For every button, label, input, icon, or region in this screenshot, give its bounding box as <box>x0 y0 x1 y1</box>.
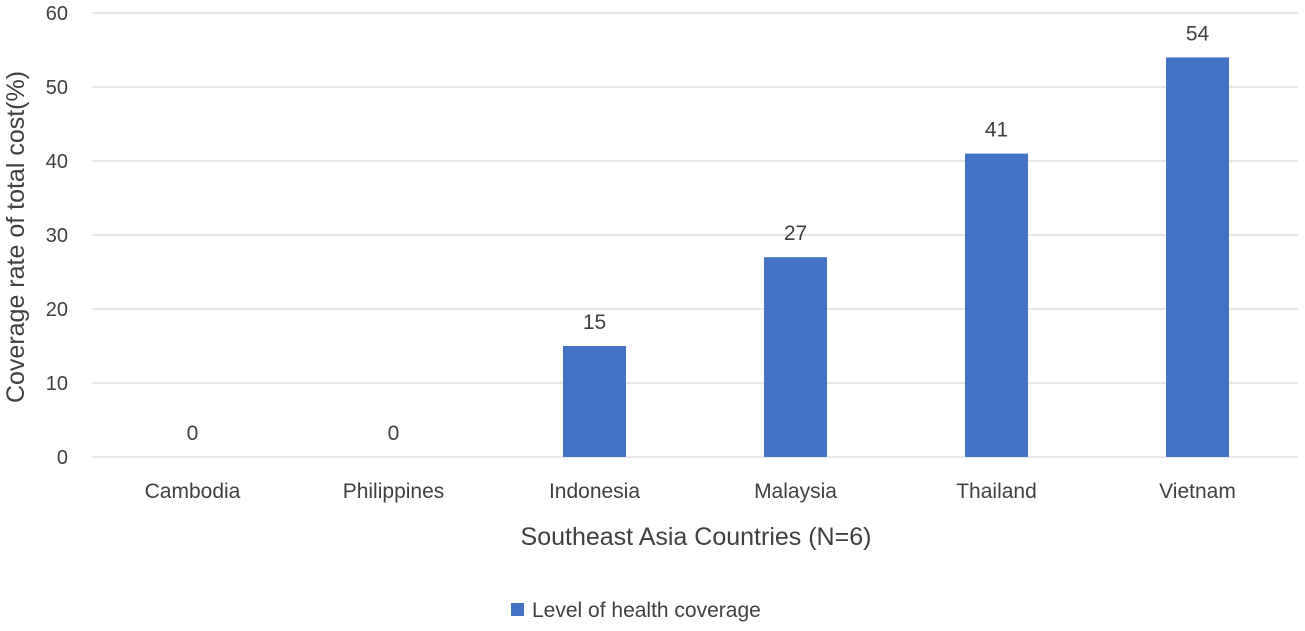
x-axis-categories: Cambodia Philippines Indonesia Malaysia Thai… <box>145 480 1236 503</box>
data-label-cambodia: 0 <box>187 422 199 445</box>
bar-thailand <box>965 153 1028 457</box>
y-tick-label: 10 <box>46 373 68 395</box>
bar-malaysia <box>764 257 827 457</box>
bar-indonesia <box>563 346 626 457</box>
bars <box>563 57 1229 458</box>
data-label-philippines: 0 <box>388 422 400 445</box>
y-tick-label: 0 <box>57 447 68 469</box>
x-tick-label-malaysia: Malaysia <box>754 480 837 503</box>
bar-vietnam <box>1166 57 1229 458</box>
y-tick-label: 30 <box>46 225 68 247</box>
x-tick-label-vietnam: Vietnam <box>1159 480 1236 503</box>
x-tick-label-indonesia: Indonesia <box>549 480 640 503</box>
data-label-vietnam: 54 <box>1186 22 1210 45</box>
y-axis-title: Coverage rate of total cost(%) <box>2 71 30 403</box>
legend: Level of health coverage <box>511 599 761 622</box>
data-label-indonesia: 15 <box>583 311 606 334</box>
y-tick-label: 20 <box>46 299 68 321</box>
y-axis-ticks: 0 10 20 30 40 50 60 <box>46 3 68 469</box>
x-tick-label-thailand: Thailand <box>956 480 1037 503</box>
gridlines <box>92 12 1298 458</box>
data-label-malaysia: 27 <box>784 222 807 245</box>
x-tick-label-philippines: Philippines <box>343 480 445 503</box>
y-tick-label: 40 <box>46 151 68 173</box>
legend-label: Level of health coverage <box>532 599 761 622</box>
y-tick-label: 50 <box>46 77 68 99</box>
x-tick-label-cambodia: Cambodia <box>145 480 241 503</box>
data-label-thailand: 41 <box>985 119 1008 142</box>
legend-swatch <box>511 603 524 616</box>
y-tick-label: 60 <box>46 3 68 25</box>
data-labels: 0 0 15 27 41 54 <box>187 22 1210 445</box>
x-axis-title: Southeast Asia Countries (N=6) <box>521 523 872 551</box>
